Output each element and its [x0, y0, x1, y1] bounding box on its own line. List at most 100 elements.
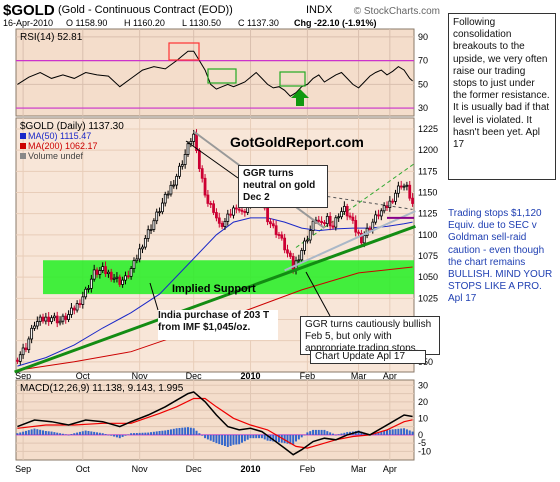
histogram-bar: [209, 434, 212, 441]
candle-body: [206, 194, 210, 204]
histogram-bar: [374, 433, 377, 435]
macd-signal-line: [17, 397, 413, 449]
candle-body: [33, 325, 36, 329]
histogram-bar: [360, 431, 363, 435]
histogram-bar: [323, 429, 326, 435]
candle-body: [95, 269, 99, 275]
candle-body: [81, 296, 85, 305]
macd-x-tick-label: Sep: [15, 464, 31, 474]
candle-body: [340, 211, 343, 218]
price-x-tick-label: Feb: [300, 371, 316, 381]
histogram-bar: [169, 429, 172, 435]
macd-tick-label: 20: [418, 397, 428, 407]
candle-body: [200, 168, 204, 179]
site-label: GotGoldReport.com: [230, 134, 364, 150]
price-tick-label: 1200: [418, 145, 438, 155]
candle-body: [101, 266, 105, 271]
candle-body: [27, 338, 31, 351]
candle-body: [30, 327, 34, 340]
histogram-bar: [73, 433, 76, 435]
candle-body: [220, 222, 224, 227]
macd-tick-labels: -10-50 10 20 30: [418, 380, 431, 456]
histogram-bar: [317, 429, 320, 435]
histogram-bar: [22, 431, 25, 435]
candle-body: [18, 354, 22, 362]
histogram-bar: [76, 432, 79, 435]
histogram-bar: [326, 431, 329, 435]
candle-body: [391, 200, 395, 203]
ggr-bullish-note: GGR turns cautiously bullish Feb 5, but …: [300, 316, 440, 355]
histogram-bar: [24, 430, 27, 435]
histogram-bar: [238, 434, 241, 445]
candle-body: [325, 215, 329, 225]
histogram-bar: [167, 429, 170, 435]
histogram-bar: [27, 430, 30, 435]
histogram-bar: [115, 434, 118, 438]
histogram-bar: [127, 434, 130, 435]
candle-body: [189, 141, 193, 145]
candle-body: [243, 210, 247, 213]
candle-body: [106, 271, 110, 275]
candle-body: [217, 217, 221, 224]
histogram-bar: [16, 433, 19, 435]
candle-body: [348, 215, 352, 218]
histogram-bar: [67, 434, 70, 436]
header-date: 16-Apr-2010: [3, 18, 53, 28]
rising-trendline: [14, 224, 416, 374]
candle-body: [382, 205, 386, 212]
candle-body: [237, 208, 241, 211]
histogram-bar: [150, 432, 153, 435]
candle-body: [72, 307, 76, 311]
header-open: O 1158.90: [66, 18, 107, 28]
histogram-bar: [223, 434, 226, 447]
candle-body: [232, 207, 235, 216]
candle-body: [342, 205, 346, 212]
histogram-bar: [377, 432, 380, 435]
support-line: [284, 210, 416, 272]
candle-body: [115, 276, 119, 279]
macd-x-tick-label: Apr: [383, 464, 397, 474]
candle-body: [283, 237, 287, 251]
candle-body: [351, 216, 355, 221]
macd-line: [17, 391, 413, 456]
candle-body: [266, 207, 269, 223]
rsi-tick-labels: 30 50 70 90: [418, 32, 428, 113]
histogram-bar: [385, 429, 388, 435]
candle-body: [288, 252, 292, 257]
histogram-bar: [172, 428, 175, 435]
macd-panel: -10-50 10 20 30 MACD(12,26,9) 11.138, 9.143…: [15, 379, 431, 461]
histogram-bar: [164, 430, 167, 435]
histogram-bar: [87, 431, 90, 435]
candle-body: [158, 211, 161, 214]
histogram-bar: [36, 429, 39, 435]
candle-body: [394, 192, 397, 202]
candle-body: [50, 317, 53, 323]
histogram-bar: [408, 430, 411, 435]
candle-body: [323, 222, 326, 225]
candle-body: [35, 321, 39, 327]
histogram-bar: [266, 434, 269, 441]
price-panel: 9509751000102510501075110011251150117512…: [14, 117, 438, 374]
histogram-bar: [184, 427, 187, 435]
candle-body: [175, 175, 179, 186]
rsi-oversold-box-2: [279, 71, 306, 87]
header-change: Chg -22.10 (-1.91%): [294, 18, 377, 28]
histogram-bar: [411, 431, 414, 435]
macd-x-tick-label: 2010: [241, 464, 261, 474]
macd-x-tick-label: Feb: [300, 464, 316, 474]
histogram-bar: [113, 434, 116, 437]
price-x-tick-label: Apr: [383, 371, 397, 381]
candle-body: [135, 258, 139, 262]
histogram-bar: [331, 433, 334, 435]
candle-body: [124, 275, 127, 281]
histogram-bar: [400, 428, 403, 435]
candle-body: [146, 229, 150, 239]
histogram-bar: [272, 434, 275, 442]
candle-body: [274, 225, 278, 235]
histogram-bar: [161, 430, 164, 435]
candle-body: [169, 184, 173, 195]
rsi-reference-lines: [16, 60, 414, 109]
histogram-bar: [53, 432, 56, 435]
histogram-bar: [215, 434, 218, 444]
macd-x-tick-label: Oct: [76, 464, 91, 474]
